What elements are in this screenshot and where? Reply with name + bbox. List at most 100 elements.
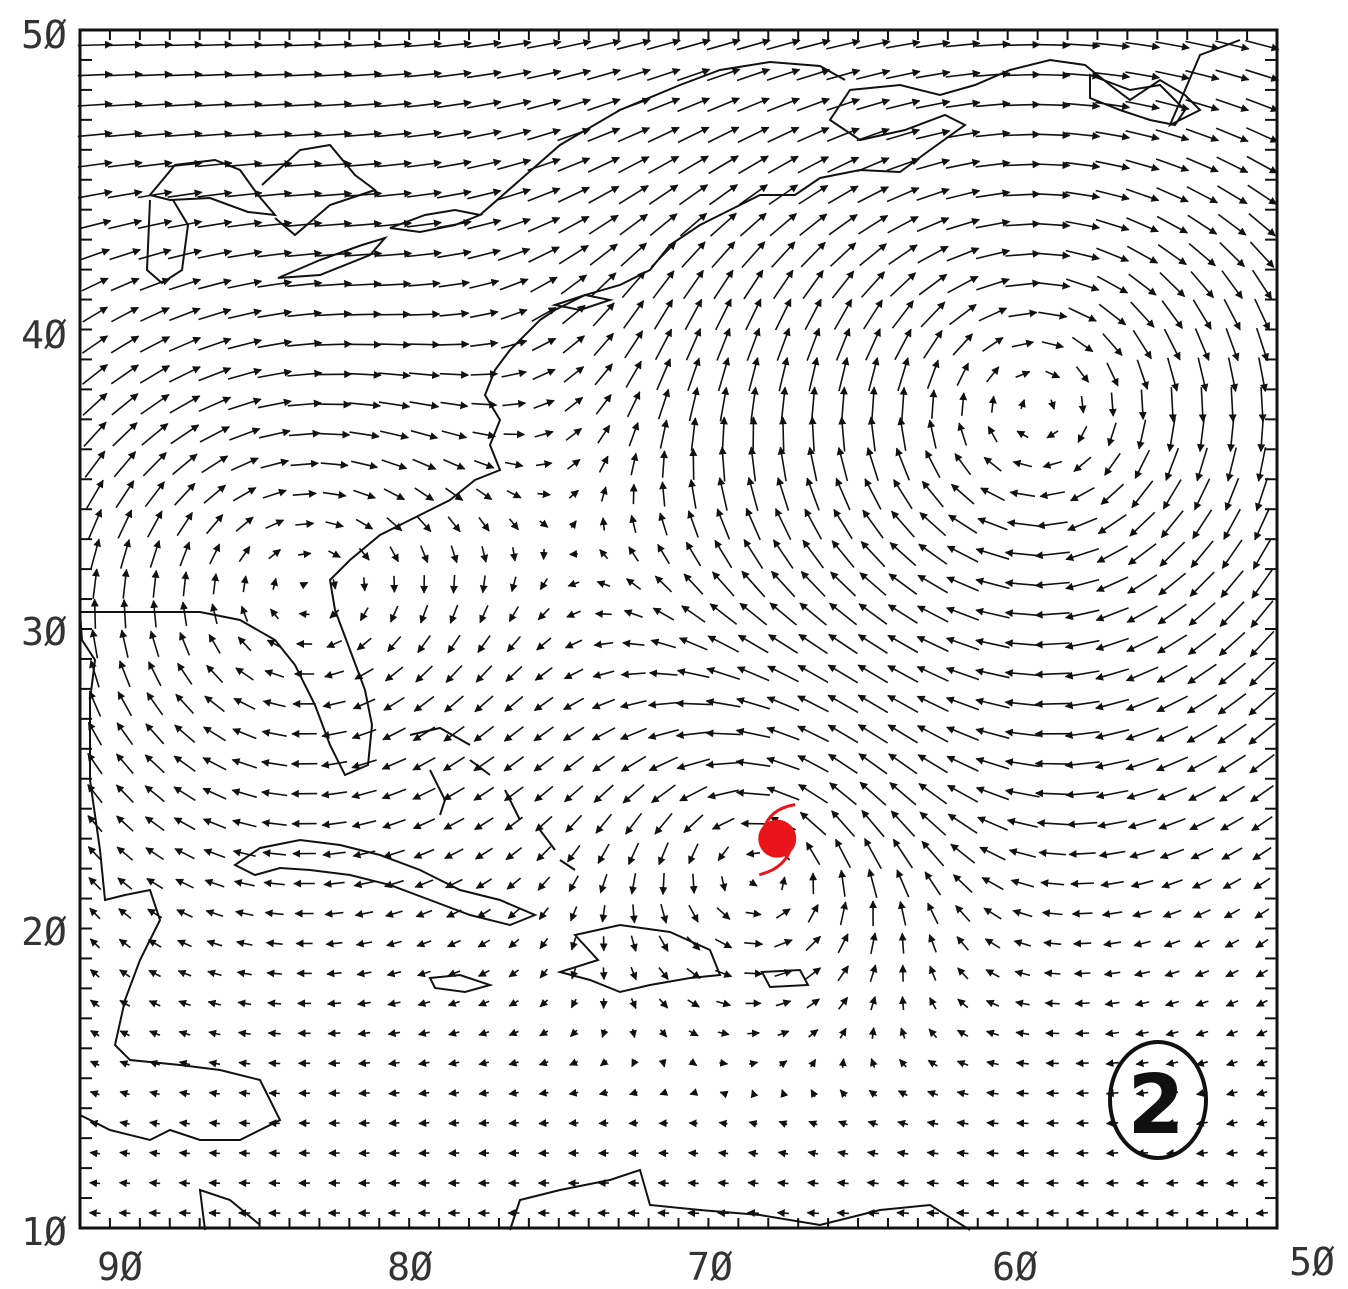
wind-vector	[408, 371, 441, 380]
wind-vector	[178, 1179, 191, 1188]
lake-superior	[148, 158, 278, 217]
wind-vector	[768, 184, 799, 206]
wind-vector	[238, 1089, 251, 1098]
wind-vector	[708, 155, 739, 175]
wind-vector	[766, 696, 800, 712]
wind-vector	[947, 275, 979, 294]
wind-vector	[1015, 1059, 1029, 1068]
wind-vector	[317, 160, 353, 169]
wind-vector	[658, 935, 669, 952]
wind-vector	[629, 935, 638, 952]
wind-vector	[897, 1090, 908, 1098]
wind-vector	[687, 357, 701, 391]
wind-vector	[352, 850, 376, 859]
wind-vector	[707, 97, 741, 113]
wind-vector	[676, 38, 711, 51]
wind-vector	[87, 846, 103, 862]
wind-vector	[388, 1149, 400, 1158]
wind-vector	[198, 337, 232, 351]
wind-vector	[382, 727, 406, 741]
wind-vector	[262, 488, 287, 499]
wind-vector	[1256, 1058, 1268, 1067]
wind-vector	[766, 68, 801, 82]
wind-vector	[447, 999, 460, 1007]
wind-vector	[1005, 70, 1041, 79]
wind-vector	[508, 969, 520, 978]
wind-vector	[1100, 483, 1125, 505]
wind-vector	[705, 729, 741, 738]
wind-vector	[475, 878, 493, 889]
wind-vector	[838, 416, 847, 452]
wind-vector	[980, 487, 1005, 502]
wind-vector	[688, 386, 700, 422]
wind-vector	[1094, 759, 1130, 770]
wind-vector	[232, 818, 257, 828]
wind-vector	[867, 416, 876, 452]
wind-vector	[681, 241, 706, 268]
wind-vector	[927, 902, 939, 925]
wind-vector	[174, 847, 195, 860]
wind-vector	[774, 507, 792, 541]
wind-vector	[406, 159, 442, 168]
wind-vector	[1160, 510, 1184, 539]
wind-vector	[412, 756, 436, 771]
wind-vector	[687, 1149, 699, 1158]
wind-vector	[439, 370, 470, 379]
wind-vector	[1010, 878, 1035, 888]
wind-vector	[1105, 1029, 1120, 1038]
wind-vector	[678, 184, 709, 206]
wind-vector	[646, 38, 681, 51]
wind-vector	[1256, 1088, 1268, 1097]
wind-vector	[197, 159, 233, 168]
wind-vector	[207, 969, 222, 978]
wind-vector	[232, 848, 256, 857]
wind-vector	[975, 727, 1010, 740]
wind-vector	[198, 367, 232, 382]
wind-vector	[802, 539, 825, 569]
wind-vector	[1256, 1029, 1268, 1037]
wind-vector	[229, 427, 261, 441]
wind-vector	[1215, 98, 1250, 112]
wind-vector	[353, 880, 375, 889]
wind-vector	[836, 446, 849, 482]
wind-vector	[619, 727, 647, 741]
wind-vector	[892, 838, 914, 869]
wind-vector	[77, 188, 113, 199]
wind-vector	[536, 637, 552, 651]
wind-vector	[563, 668, 584, 680]
wind-vector	[1195, 1178, 1208, 1187]
wind-vector	[1035, 191, 1071, 200]
wind-vector	[378, 340, 412, 349]
wind-vector	[659, 1088, 669, 1096]
wind-vector	[377, 70, 413, 79]
wind-vector	[446, 909, 462, 918]
wind-vector	[89, 968, 100, 978]
wind-vector	[418, 1058, 430, 1067]
wind-vector	[678, 155, 709, 175]
wind-vector	[1125, 159, 1160, 172]
wind-vector	[837, 1120, 848, 1128]
wind-vector	[539, 1028, 549, 1037]
wind-vector	[683, 814, 704, 834]
wind-vector	[827, 185, 859, 205]
wind-vector	[1036, 819, 1068, 828]
wind-vector	[766, 38, 801, 51]
wind-vector	[836, 1179, 849, 1188]
wind-vector	[1097, 820, 1128, 829]
wind-vector	[648, 669, 678, 678]
wind-vector	[745, 849, 761, 858]
wind-vector	[1065, 161, 1101, 170]
wind-vector	[317, 340, 353, 349]
wind-vector	[596, 580, 611, 588]
wind-vector	[437, 249, 472, 259]
wind-vector	[88, 690, 102, 717]
wind-vector	[1219, 242, 1245, 268]
wind-vector	[168, 366, 201, 383]
wind-vector	[206, 664, 224, 684]
wind-vector	[926, 1149, 939, 1158]
wind-vector	[1255, 999, 1268, 1007]
wind-vector	[1157, 787, 1187, 801]
wind-vector	[406, 219, 442, 228]
wind-vector	[478, 1149, 490, 1158]
wind-vector	[1165, 1089, 1179, 1097]
